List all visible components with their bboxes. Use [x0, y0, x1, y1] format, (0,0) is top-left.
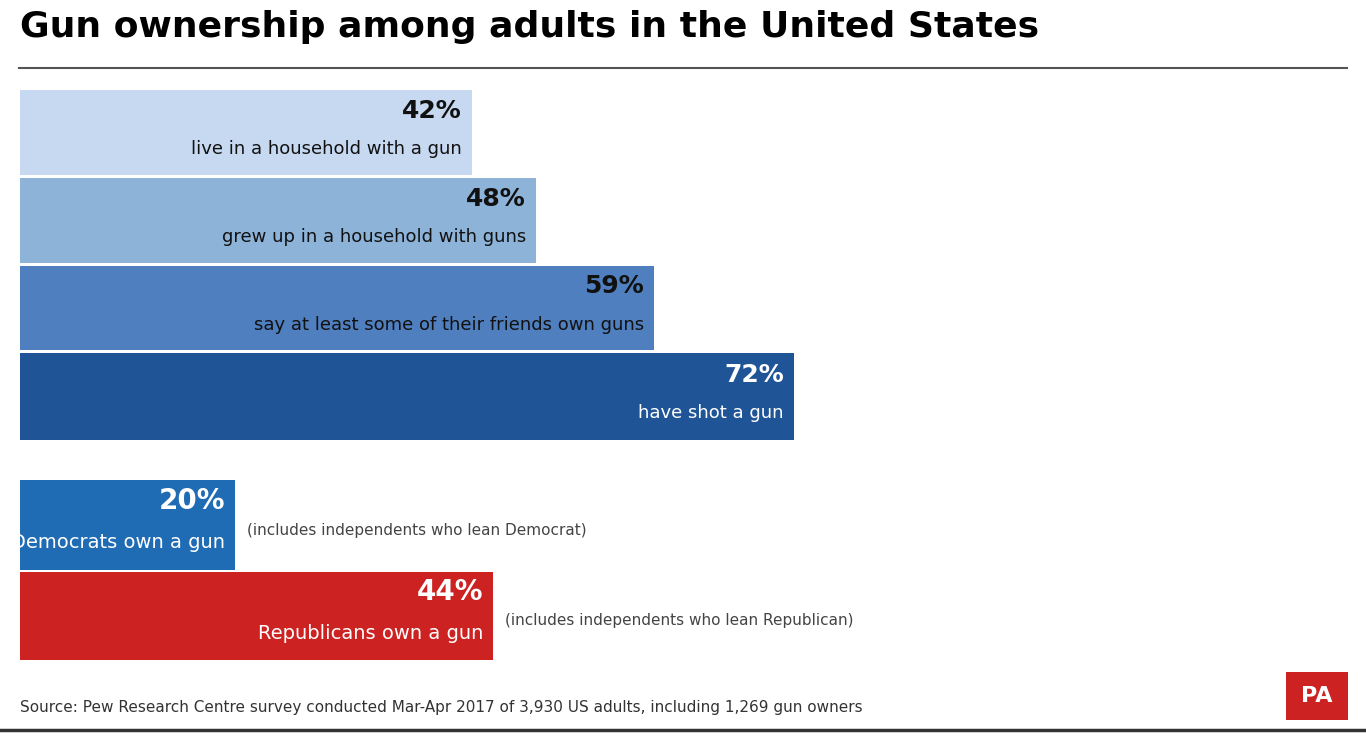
Bar	[20, 178, 535, 263]
Bar	[1285, 672, 1348, 720]
Bar	[20, 266, 654, 350]
Text: grew up in a household with guns: grew up in a household with guns	[221, 229, 526, 247]
Text: Democrats own a gun: Democrats own a gun	[11, 533, 225, 552]
Text: live in a household with a gun: live in a household with a gun	[191, 141, 462, 159]
Bar	[20, 480, 235, 570]
Text: say at least some of their friends own guns: say at least some of their friends own g…	[254, 316, 645, 334]
Text: (includes independents who lean Democrat): (includes independents who lean Democrat…	[247, 522, 586, 537]
Text: 72%: 72%	[724, 363, 784, 387]
Bar	[20, 353, 794, 440]
Text: 20%: 20%	[158, 487, 225, 515]
Text: 48%: 48%	[466, 186, 526, 211]
Bar	[20, 90, 471, 175]
Text: Source: Pew Research Centre survey conducted Mar-Apr 2017 of 3,930 US adults, in: Source: Pew Research Centre survey condu…	[20, 700, 862, 715]
Text: 59%: 59%	[585, 274, 645, 298]
Text: Republicans own a gun: Republicans own a gun	[258, 624, 484, 643]
Text: (includes independents who lean Republican): (includes independents who lean Republic…	[505, 613, 854, 629]
Text: 42%: 42%	[402, 98, 462, 122]
Text: have shot a gun: have shot a gun	[638, 405, 784, 422]
Text: PA: PA	[1302, 686, 1333, 706]
Bar	[20, 572, 493, 660]
Text: Gun ownership among adults in the United States: Gun ownership among adults in the United…	[20, 10, 1040, 44]
Text: 44%: 44%	[417, 578, 484, 606]
